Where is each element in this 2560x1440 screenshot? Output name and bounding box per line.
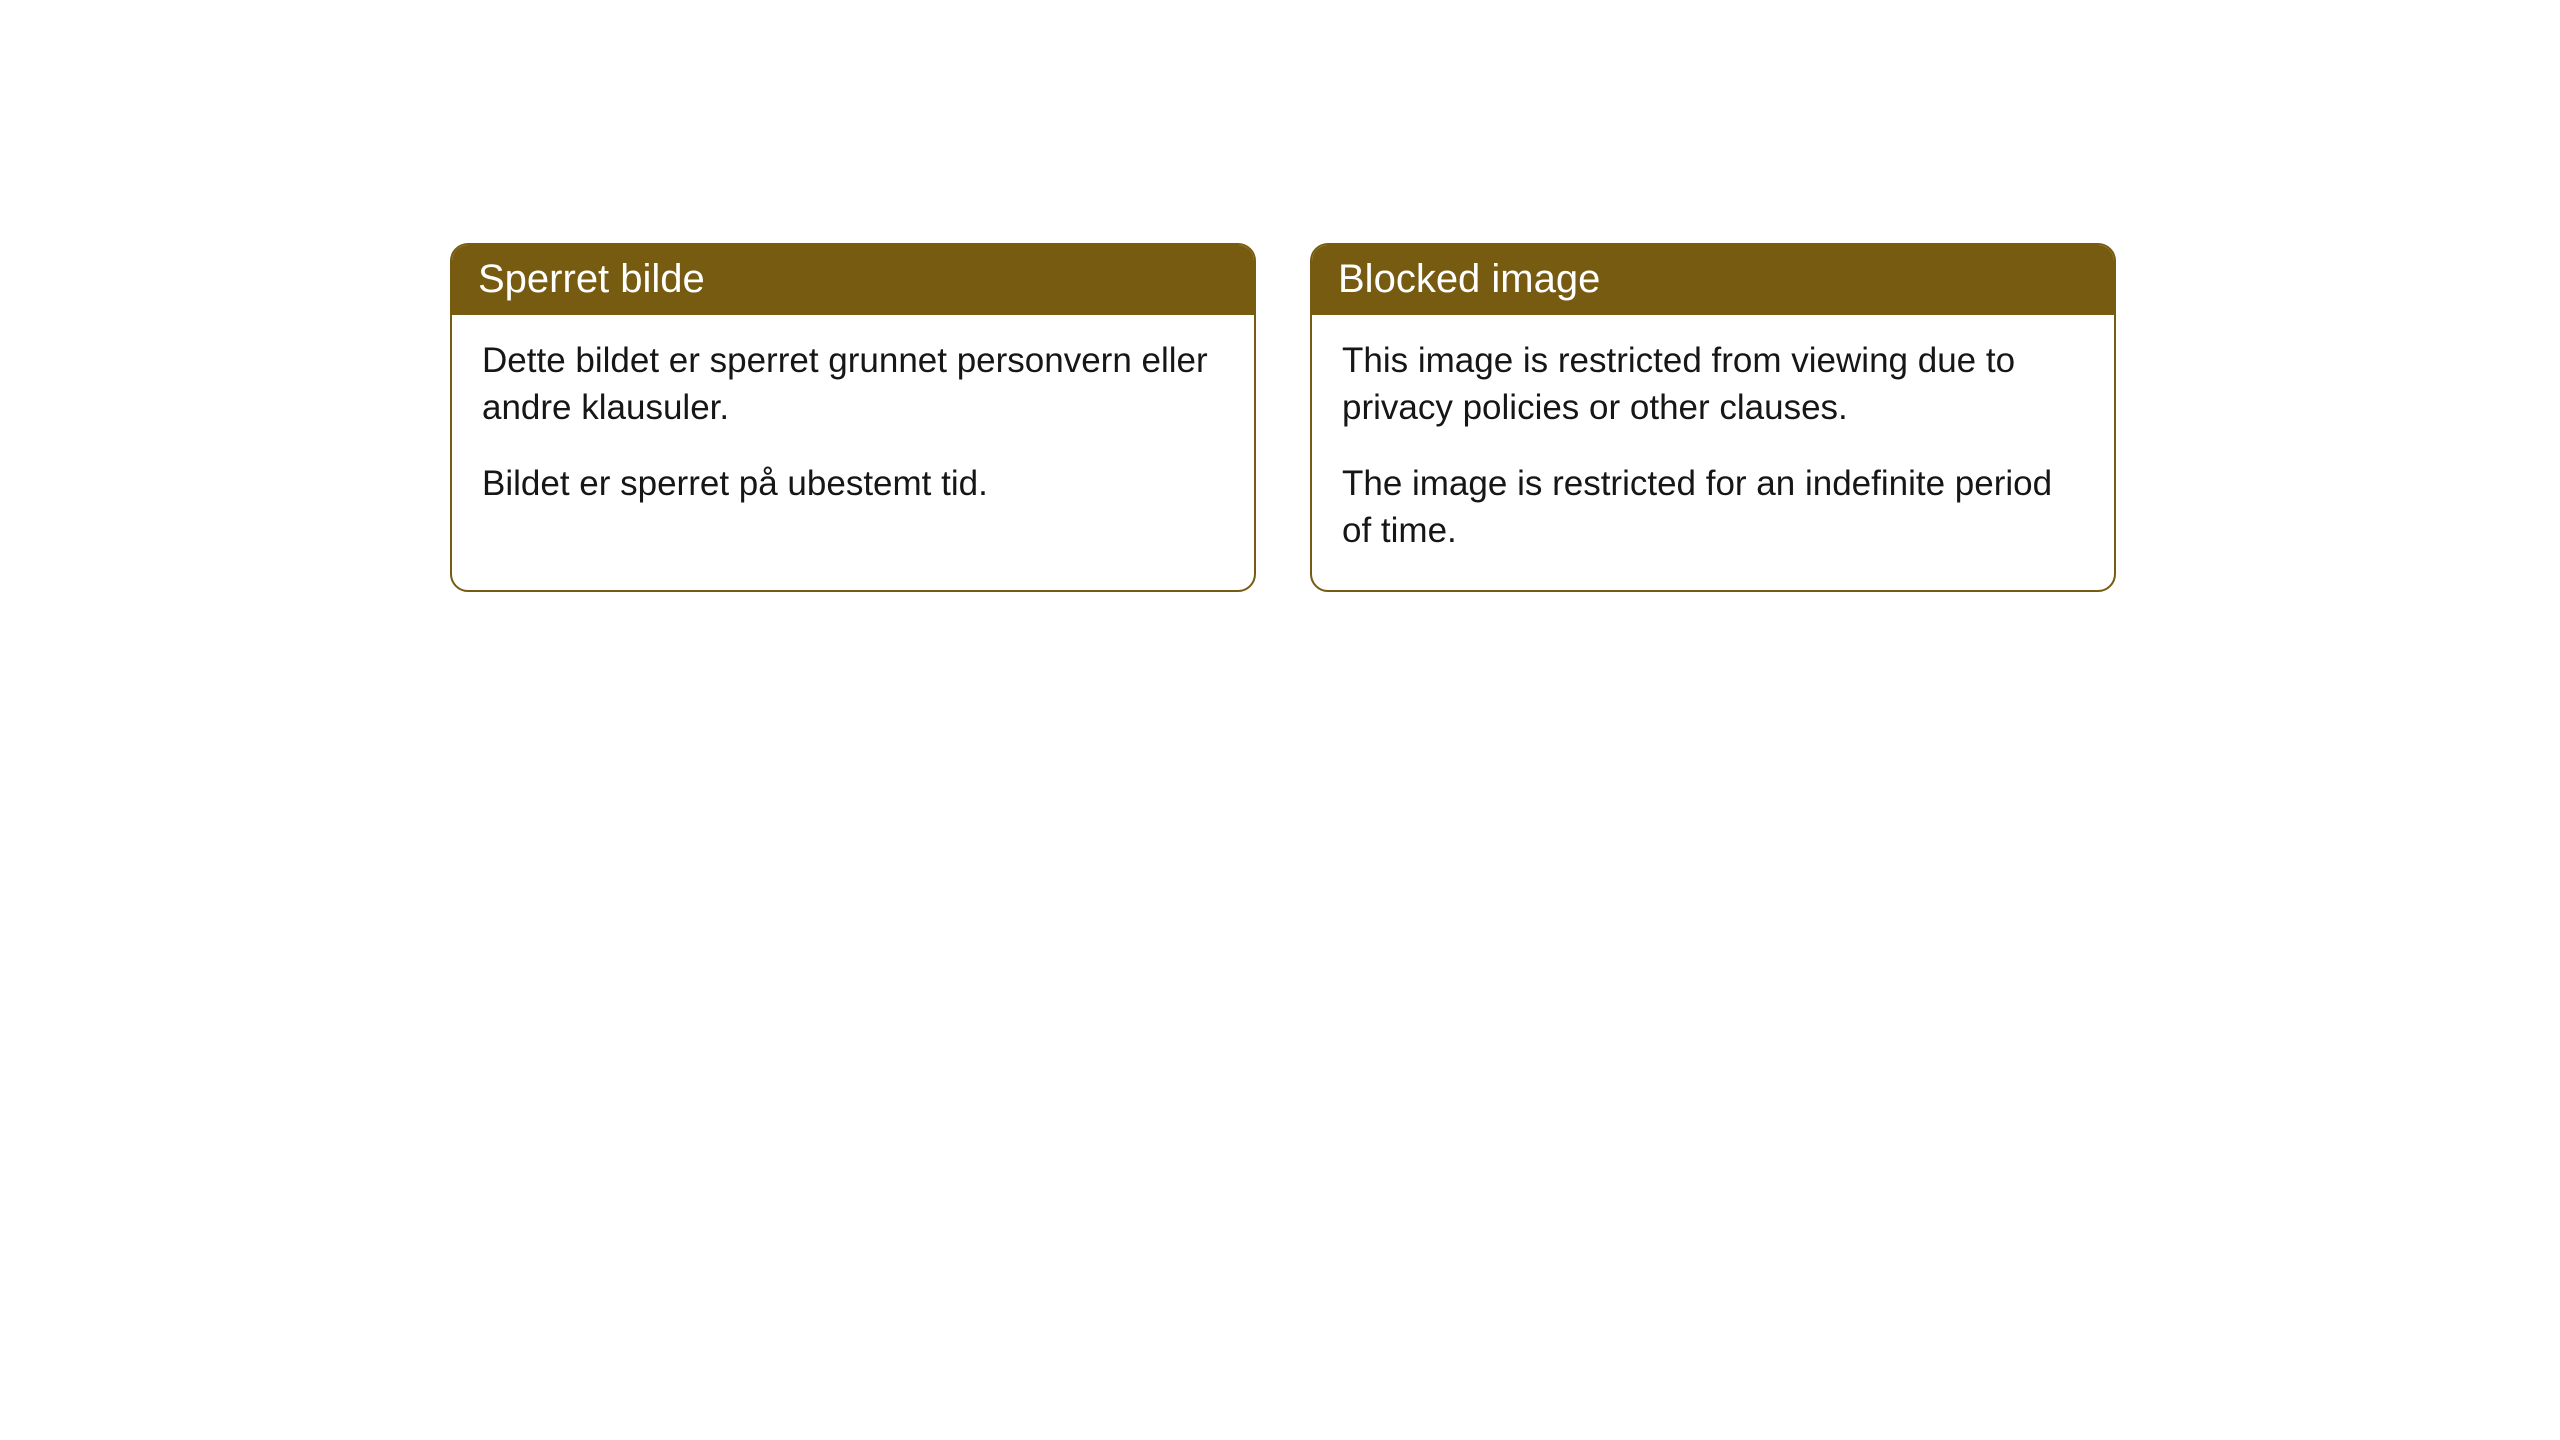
card-paragraph: Bildet er sperret på ubestemt tid. [482, 460, 1224, 507]
notice-card-norwegian: Sperret bilde Dette bildet er sperret gr… [450, 243, 1256, 592]
card-paragraph: This image is restricted from viewing du… [1342, 337, 2084, 432]
card-header: Blocked image [1312, 245, 2114, 315]
notice-card-english: Blocked image This image is restricted f… [1310, 243, 2116, 592]
card-body: Dette bildet er sperret grunnet personve… [452, 315, 1254, 543]
card-paragraph: The image is restricted for an indefinit… [1342, 460, 2084, 555]
card-header: Sperret bilde [452, 245, 1254, 315]
card-body: This image is restricted from viewing du… [1312, 315, 2114, 590]
notice-cards-container: Sperret bilde Dette bildet er sperret gr… [0, 0, 2560, 592]
card-paragraph: Dette bildet er sperret grunnet personve… [482, 337, 1224, 432]
